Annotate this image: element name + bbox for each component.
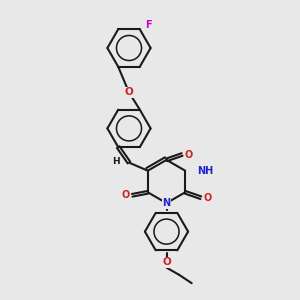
Text: N: N <box>162 198 171 208</box>
Text: O: O <box>203 193 211 203</box>
Text: NH: NH <box>197 166 214 176</box>
Text: O: O <box>184 149 193 160</box>
Text: O: O <box>124 87 134 98</box>
Text: O: O <box>122 190 130 200</box>
Text: F: F <box>145 20 152 30</box>
Text: O: O <box>162 257 171 267</box>
Text: H: H <box>112 157 120 166</box>
